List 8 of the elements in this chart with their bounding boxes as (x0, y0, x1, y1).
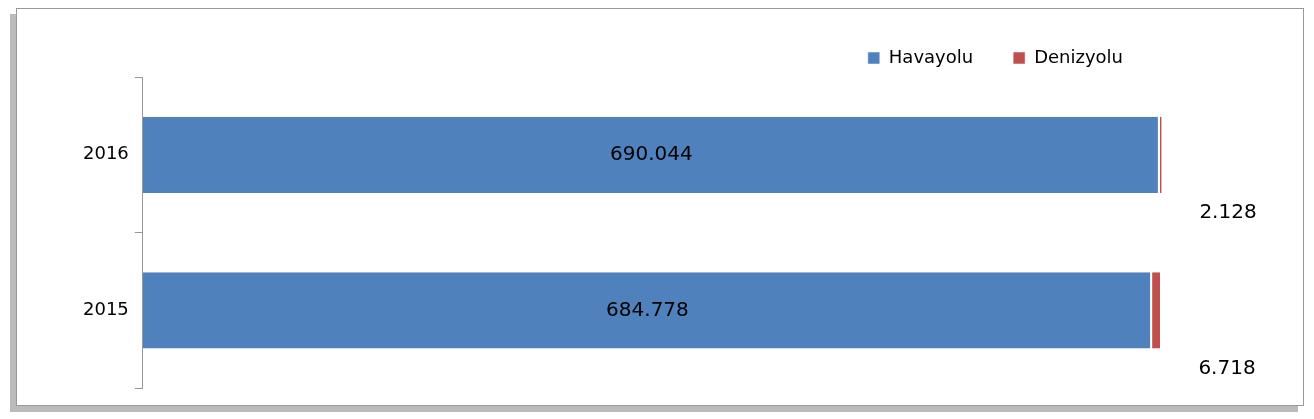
legend-label: Denizyolu (1034, 45, 1124, 67)
data-label: 6.718 (1198, 354, 1256, 379)
data-label: 690.044 (609, 141, 693, 165)
legend-label: Havayolu (888, 45, 974, 67)
y-tick-label: 2015 (83, 298, 129, 320)
y-tick-label: 2016 (83, 142, 129, 164)
data-label: 2.128 (1199, 199, 1257, 224)
data-label: 684.778 (606, 296, 689, 321)
